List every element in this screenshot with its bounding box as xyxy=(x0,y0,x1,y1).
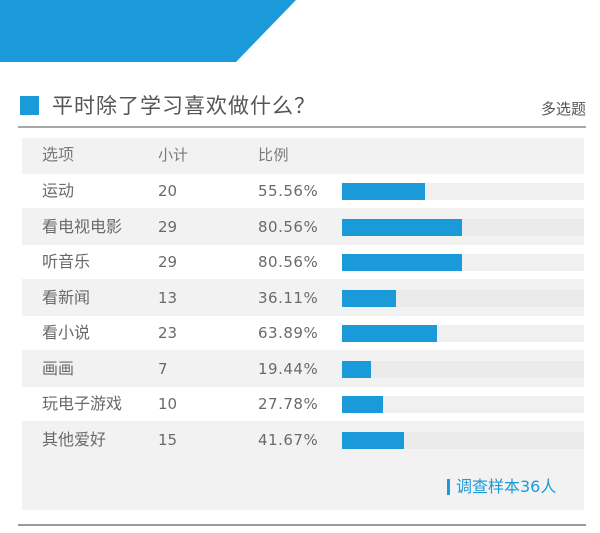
table-row: 看小说 23 63.89% xyxy=(22,316,584,350)
table-row: 画画 7 19.44% xyxy=(22,351,584,386)
table-row: 运动 20 55.56% xyxy=(22,174,584,208)
ratio-value: 80.56% xyxy=(258,253,319,271)
banner-shape xyxy=(0,0,296,62)
bar-track xyxy=(342,289,584,307)
header-banner xyxy=(0,0,296,62)
title-marker-icon xyxy=(20,96,39,115)
count-value: 20 xyxy=(158,182,178,200)
bar xyxy=(342,396,384,413)
option-label: 运动 xyxy=(42,181,75,200)
table-row: 看新闻 13 36.11% xyxy=(22,280,584,315)
count-value: 15 xyxy=(158,430,178,449)
count-value: 29 xyxy=(158,253,178,271)
bar-track xyxy=(342,218,584,236)
table-header-row: 选项 小计 比例 xyxy=(22,138,584,172)
bar xyxy=(342,289,396,307)
bar-track xyxy=(342,360,584,378)
column-header-ratio: 比例 xyxy=(258,146,290,164)
table-row: 玩电子游戏 10 27.78% xyxy=(22,387,584,421)
bar xyxy=(342,183,425,200)
ratio-value: 36.11% xyxy=(258,288,319,307)
column-header-count: 小计 xyxy=(158,146,189,164)
sample-size-text: 调查样本36人 xyxy=(456,477,557,496)
option-label: 看新闻 xyxy=(42,287,91,307)
count-value: 29 xyxy=(158,217,178,236)
option-label: 画画 xyxy=(42,358,75,378)
count-value: 10 xyxy=(158,395,178,413)
table-row: 看电视电影 29 80.56% xyxy=(22,209,584,244)
sample-marker-icon xyxy=(447,479,450,495)
bar-track xyxy=(342,431,584,449)
count-value: 13 xyxy=(158,288,178,307)
ratio-value: 27.78% xyxy=(258,395,319,413)
bar-track xyxy=(342,183,584,200)
option-label: 听音乐 xyxy=(42,252,91,271)
option-label: 看小说 xyxy=(42,323,91,342)
bar xyxy=(342,254,463,271)
bar-track xyxy=(342,254,584,271)
ratio-value: 63.89% xyxy=(258,324,319,342)
header-divider xyxy=(18,126,586,128)
bar xyxy=(342,218,463,236)
question-type-label: 多选题 xyxy=(540,100,586,118)
ratio-value: 80.56% xyxy=(258,217,319,236)
bar xyxy=(342,325,438,342)
bar-track xyxy=(342,396,584,413)
column-header-option: 选项 xyxy=(42,145,75,164)
question-header: 平时除了学习喜欢做什么？ 多选题 xyxy=(18,88,586,128)
ratio-value: 41.67% xyxy=(258,430,319,449)
ratio-value: 55.56% xyxy=(258,182,319,200)
bottom-divider xyxy=(18,524,586,526)
table-row: 听音乐 29 80.56% xyxy=(22,245,584,279)
option-label: 玩电子游戏 xyxy=(42,394,123,413)
option-label: 其他爱好 xyxy=(42,429,107,449)
count-value: 7 xyxy=(158,359,168,378)
bar xyxy=(342,360,372,378)
question-title: 平时除了学习喜欢做什么？ xyxy=(52,94,316,118)
count-value: 23 xyxy=(158,324,178,342)
option-label: 看电视电影 xyxy=(42,216,123,236)
ratio-value: 19.44% xyxy=(258,359,319,378)
bar xyxy=(342,431,405,449)
table-row: 其他爱好 15 41.67% xyxy=(22,422,584,457)
bar-track xyxy=(342,325,584,342)
